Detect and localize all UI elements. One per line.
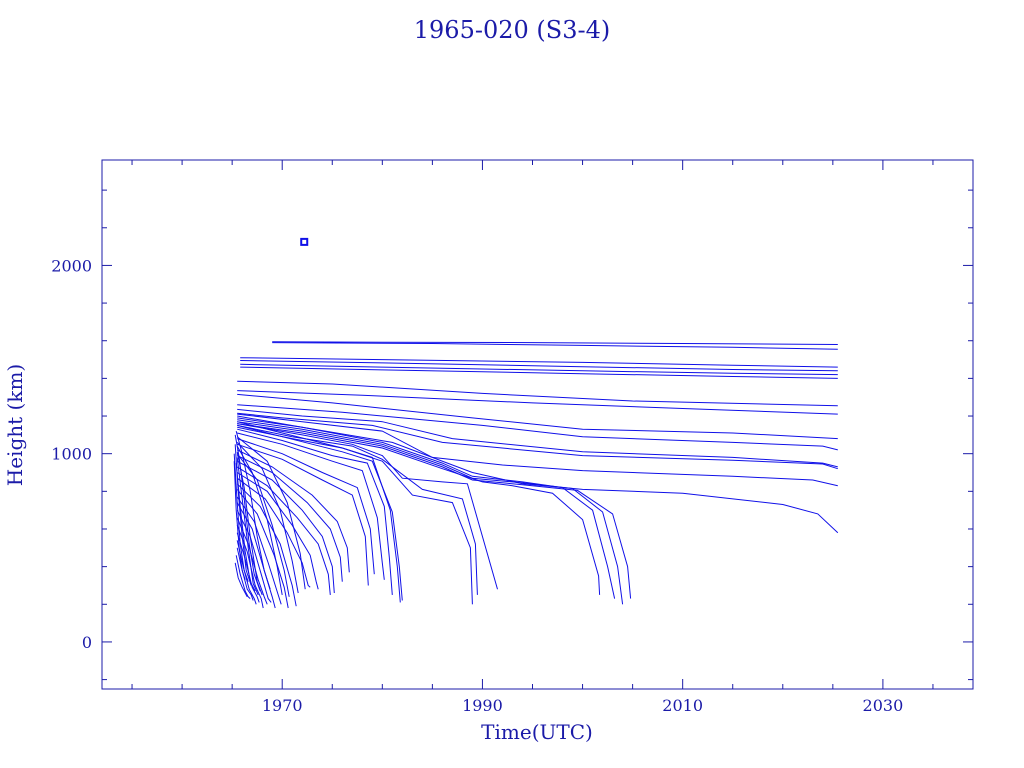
series-line-49: [236, 436, 306, 590]
x-tick-label: 1990: [462, 696, 503, 715]
series-line-46: [236, 445, 283, 595]
series-line-31: [236, 466, 331, 595]
series-line-52: [235, 463, 256, 592]
series-line-54: [233, 453, 249, 582]
series-line-5: [240, 363, 838, 376]
x-tick-label: 2010: [662, 696, 703, 715]
series-line-9: [237, 393, 838, 440]
series-line-16: [237, 419, 624, 605]
x-axis-label: Time(UTC): [481, 720, 593, 744]
series-line-57: [235, 430, 271, 590]
series-line-8: [237, 390, 838, 415]
series-line-41: [236, 532, 260, 603]
series-line-13: [237, 413, 838, 487]
series-line-24: [237, 428, 393, 595]
series-line-30: [236, 460, 335, 594]
series-line-15: [237, 417, 616, 599]
series-line-35: [236, 489, 289, 609]
series-line-1: [272, 341, 838, 345]
series-line-25: [237, 432, 385, 580]
series-line-39: [236, 517, 268, 605]
series-line-47: [236, 453, 290, 597]
data-marker: [300, 237, 309, 246]
series-line-29: [236, 455, 343, 582]
series-line-11: [237, 408, 838, 468]
y-tick-label: 1000: [51, 445, 92, 464]
y-tick-label: 2000: [51, 256, 92, 275]
series-line-42: [236, 540, 257, 605]
series-line-22: [237, 421, 401, 603]
series-line-27: [237, 443, 369, 586]
plot-frame: [101, 159, 974, 690]
series-line-32: [236, 472, 319, 590]
chart-title: 1965-020 (S3-4): [414, 16, 610, 44]
series-line-55: [233, 461, 246, 580]
series-line-56: [234, 434, 261, 592]
series-line-36: [236, 496, 282, 605]
series-line-43: [236, 547, 254, 601]
series-line-2: [272, 342, 838, 350]
y-axis-label: Height (km): [3, 364, 27, 486]
series-line-33: [236, 477, 311, 588]
series-line-53: [234, 444, 252, 586]
series-line-51: [236, 457, 259, 596]
x-tick-label: 1970: [262, 696, 303, 715]
series-line-48: [236, 442, 299, 594]
series-line-45: [234, 562, 248, 598]
axis-ticks: 1970 1990 2010 2030 0 1000 2000: [51, 160, 973, 715]
series-layer: [233, 237, 839, 609]
series-line-4: [240, 360, 838, 372]
series-line-28: [236, 449, 350, 573]
series-line-6: [240, 366, 838, 379]
series-line-21: [237, 426, 473, 605]
series-line-23: [237, 424, 403, 601]
series-line-44: [235, 555, 251, 599]
series-line-18: [237, 423, 601, 595]
series-line-12: [237, 412, 838, 470]
series-line-3: [240, 357, 838, 368]
series-line-34: [236, 483, 297, 607]
series-line-26: [237, 438, 375, 575]
series-line-17: [237, 421, 632, 599]
x-tick-label: 2030: [863, 696, 904, 715]
series-line-7: [237, 380, 838, 407]
series-line-10: [237, 404, 838, 451]
y-tick-label: 0: [82, 633, 92, 652]
